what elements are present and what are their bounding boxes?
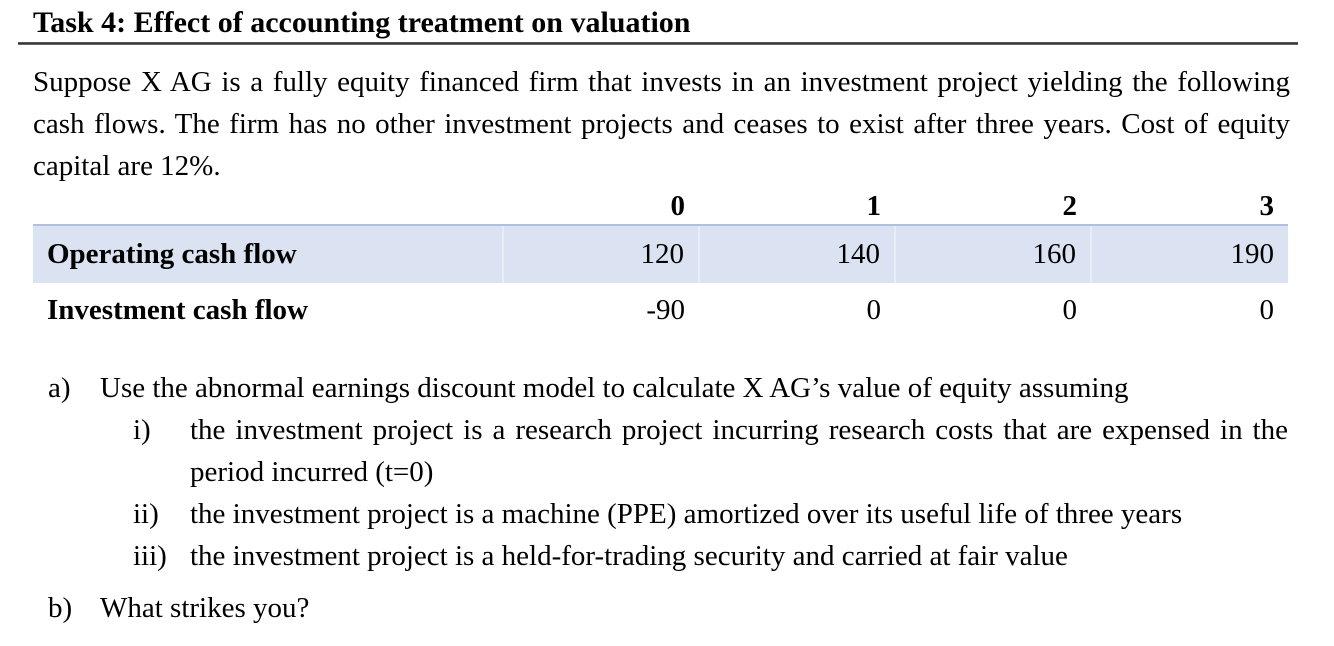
row-label-operating: Operating cash flow <box>33 224 503 283</box>
header-cell-period-0: 0 <box>670 190 686 222</box>
question-b-marker: b) <box>48 592 73 624</box>
question-a-sub-iii-text: the investment project is a held-for-tra… <box>190 540 1068 572</box>
table-row-operating-cash-flow: Operating cash flow 120 140 160 190 <box>33 224 1288 283</box>
investment-value-t3: 0 <box>1091 283 1288 337</box>
question-a-sub-ii: ii) the investment project is a machine … <box>0 493 1334 535</box>
question-a: a) Use the abnormal earnings discount mo… <box>0 367 1334 409</box>
row-label-investment: Investment cash flow <box>33 283 503 337</box>
operating-value-t3: 190 <box>1090 224 1288 283</box>
table-header-row: 0 1 2 3 <box>33 191 1288 225</box>
header-cell-empty <box>33 191 503 225</box>
question-a-sub-ii-text: the investment project is a machine (PPE… <box>190 498 1183 530</box>
question-a-sub-iii-marker: iii) <box>133 540 167 572</box>
question-b: b) What strikes you? <box>0 587 1334 629</box>
title-underline-rule <box>18 42 1298 45</box>
question-a-sub-i-text: the investment project is a research pro… <box>190 414 1288 488</box>
question-b-text: What strikes you? <box>100 592 310 624</box>
question-a-sub-i: i) the investment project is a research … <box>0 409 1334 493</box>
operating-value-t0: 120 <box>502 224 699 283</box>
question-a-marker: a) <box>48 372 71 404</box>
question-a-sub-ii-marker: ii) <box>133 498 159 530</box>
header-cell-period-3: 3 <box>1259 190 1275 222</box>
operating-value-t1: 140 <box>698 224 895 283</box>
intro-paragraph: Suppose X AG is a fully equity financed … <box>33 66 1290 182</box>
operating-value-t2: 160 <box>894 224 1091 283</box>
question-a-sub-i-marker: i) <box>133 414 151 446</box>
cashflow-table: 0 1 2 3 Operating cash flow 120 140 160 … <box>33 191 1288 337</box>
header-cell-period-2: 2 <box>1062 190 1078 222</box>
header-cell-period-1: 1 <box>866 190 882 222</box>
investment-value-t0: -90 <box>503 283 699 337</box>
investment-value-t2: 0 <box>895 283 1091 337</box>
page-title: Task 4: Effect of accounting treatment o… <box>33 6 691 39</box>
question-a-sub-iii: iii) the investment project is a held-fo… <box>0 535 1334 577</box>
question-a-text: Use the abnormal earnings discount model… <box>100 372 1129 404</box>
table-row-investment-cash-flow: Investment cash flow -90 0 0 0 <box>33 283 1288 337</box>
investment-value-t1: 0 <box>699 283 895 337</box>
